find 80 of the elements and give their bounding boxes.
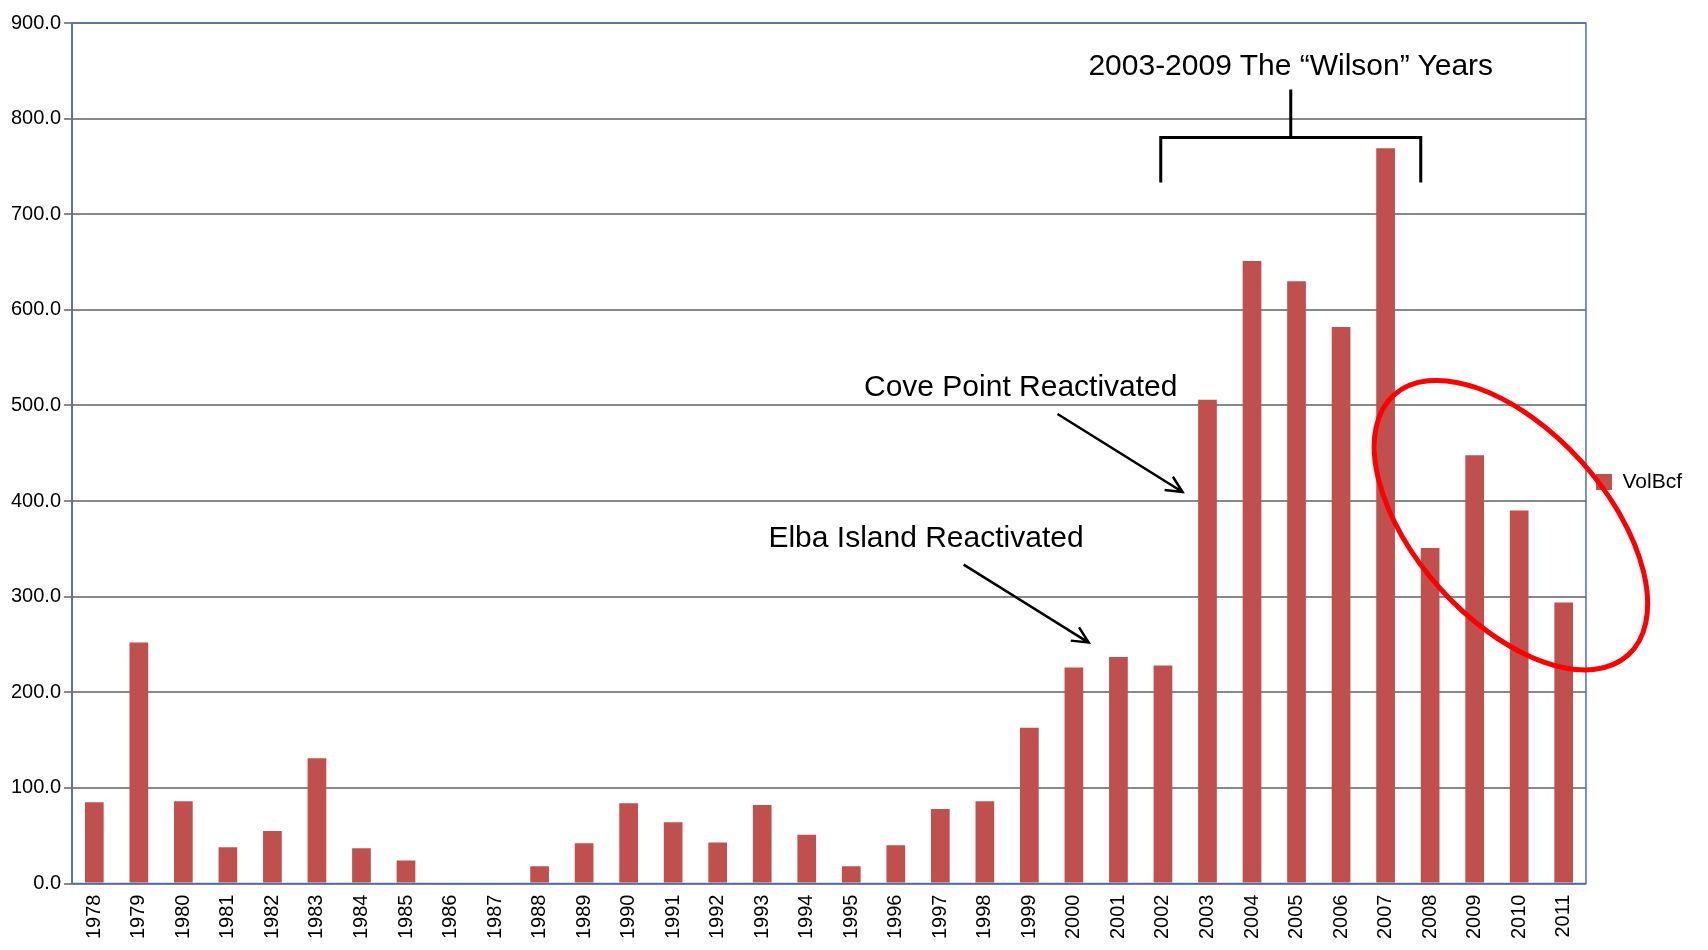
x-tick-label: 2006 <box>1328 894 1351 940</box>
y-tick-label: 300.0 <box>10 584 62 607</box>
bar <box>841 866 861 883</box>
bar <box>1064 667 1084 883</box>
x-tick-label: 1982 <box>259 894 282 940</box>
y-tick-label: 0.0 <box>33 871 62 894</box>
x-tick-label: 1998 <box>972 894 995 940</box>
bar <box>307 758 327 883</box>
x-tick-label: 1995 <box>838 894 861 940</box>
x-tick-label: 2002 <box>1150 894 1173 940</box>
x-tick-label: 2001 <box>1105 894 1128 940</box>
annotation: 2003-2009 The “Wilson” Years <box>1088 48 1494 82</box>
bar <box>352 848 371 883</box>
x-tick-label: 1989 <box>571 894 594 940</box>
bar <box>1109 656 1128 883</box>
x-tick-label: 1992 <box>705 894 728 940</box>
x-tick-label: 1987 <box>482 894 505 940</box>
annotation: Elba Island Reactivated <box>768 519 1084 553</box>
bar <box>84 802 104 883</box>
x-tick-label: 1993 <box>749 894 772 940</box>
bar <box>708 842 728 883</box>
bar <box>1554 602 1574 883</box>
x-tick-label: 1990 <box>616 894 639 940</box>
x-tick-label: 1996 <box>883 894 906 940</box>
bar <box>174 801 193 883</box>
y-tick-label: 400.0 <box>10 488 62 511</box>
bar <box>930 808 950 883</box>
x-tick-label: 1978 <box>81 894 104 940</box>
bar <box>1376 148 1395 883</box>
x-tick-label: 2010 <box>1506 894 1529 940</box>
y-tick-label: 600.0 <box>10 297 62 320</box>
bar <box>975 801 995 883</box>
x-tick-label: 2011 <box>1551 894 1574 938</box>
bar <box>396 860 416 883</box>
bar <box>886 845 906 883</box>
bar <box>1198 399 1217 883</box>
bar <box>1242 261 1262 883</box>
x-tick-label: 1991 <box>660 894 683 940</box>
y-tick-label: 500.0 <box>10 392 62 415</box>
x-tick-label: 2008 <box>1417 894 1440 940</box>
bar <box>1331 327 1351 883</box>
x-tick-label: 2003 <box>1195 894 1217 940</box>
bar <box>1509 510 1529 883</box>
y-tick-label: 200.0 <box>10 679 62 702</box>
x-tick-label: 2005 <box>1284 894 1307 940</box>
bar <box>574 843 594 883</box>
bar <box>619 803 638 883</box>
bar <box>1287 281 1306 883</box>
bar <box>129 642 149 883</box>
bar <box>263 830 282 883</box>
y-tick-label: 100.0 <box>10 775 62 798</box>
x-tick-label: 2000 <box>1061 894 1084 940</box>
x-tick-label: 1980 <box>170 894 193 940</box>
bar <box>1420 547 1440 883</box>
bar <box>530 866 549 883</box>
x-tick-label: 1988 <box>527 894 550 940</box>
y-tick-label: 700.0 <box>10 201 62 224</box>
bar <box>1020 727 1039 883</box>
x-tick-label: 1985 <box>393 894 416 940</box>
bar <box>218 847 238 883</box>
bar <box>663 822 683 883</box>
y-tick-label: 800.0 <box>10 106 62 129</box>
x-tick-label: 1979 <box>126 894 149 940</box>
x-tick-label: 1981 <box>215 894 238 940</box>
y-tick-label: 900.0 <box>10 10 62 33</box>
x-tick-label: 2004 <box>1239 894 1262 940</box>
x-tick-label: 1984 <box>348 894 371 940</box>
annotation: Cove Point Reactivated <box>864 368 1178 402</box>
legend-label: VolBcf <box>1622 468 1683 492</box>
x-tick-label: 1999 <box>1016 894 1039 940</box>
x-tick-label: 1983 <box>304 894 327 940</box>
bar <box>1465 455 1484 883</box>
x-tick-label: 2007 <box>1373 894 1396 940</box>
bar <box>797 834 817 883</box>
x-tick-label: 1997 <box>927 894 950 940</box>
x-tick-label: 2009 <box>1462 894 1485 940</box>
bar <box>752 805 772 883</box>
bar <box>1153 665 1173 883</box>
x-tick-label: 1994 <box>794 894 817 940</box>
x-tick-label: 1986 <box>438 894 461 940</box>
